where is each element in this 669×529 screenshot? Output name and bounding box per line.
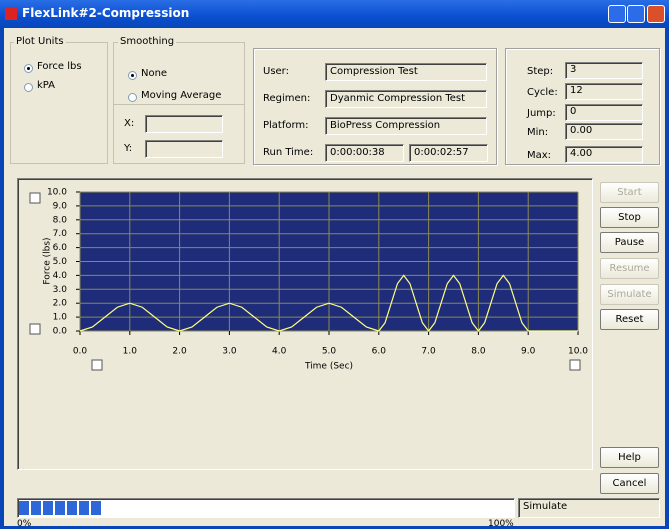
y-tick-label: 8.0 xyxy=(53,215,68,225)
app-icon xyxy=(5,7,17,20)
scroll-down-button[interactable] xyxy=(29,323,41,335)
progress-block xyxy=(31,501,41,515)
field-label: Platform: xyxy=(263,120,309,131)
x-axis-label: Time (Sec) xyxy=(304,362,353,372)
field-value: Compression Test xyxy=(325,63,487,81)
status-bar: Simulate xyxy=(518,498,660,518)
x-tick-label: 6.0 xyxy=(372,347,387,357)
field-label: Jump: xyxy=(527,108,556,119)
progress-start-label: 0% xyxy=(17,519,32,529)
y-tick-label: 7.0 xyxy=(53,229,68,239)
radio-button[interactable] xyxy=(24,64,33,73)
smoothing-group xyxy=(113,42,245,164)
window-title: FlexLink#2-Compression xyxy=(22,6,190,20)
x-tick-label: 3.0 xyxy=(222,347,237,357)
progress-block xyxy=(55,501,65,515)
progress-block xyxy=(43,501,53,515)
field-label: Max: xyxy=(527,150,552,161)
radio-button[interactable] xyxy=(128,93,137,102)
field-value: 3 xyxy=(565,62,643,79)
y-tick-label: 1.0 xyxy=(53,313,68,323)
button: Resume xyxy=(600,258,659,279)
button[interactable]: Help xyxy=(600,447,659,468)
data-line xyxy=(79,274,578,332)
x-tick-label: 10.0 xyxy=(568,347,588,357)
field-value: 12 xyxy=(565,83,643,100)
field-label: User: xyxy=(263,66,289,77)
button[interactable]: Cancel xyxy=(600,473,659,494)
field-value: 0:00:00:38 xyxy=(325,144,404,162)
field-label: Y: xyxy=(124,143,133,154)
x-tick-label: 8.0 xyxy=(471,347,486,357)
x-tick-label: 4.0 xyxy=(272,347,287,357)
field-label: Run Time: xyxy=(263,147,314,158)
field-value: 4.00 xyxy=(565,146,643,163)
y-tick-label: 0.0 xyxy=(53,327,68,337)
x-tick-label: 5.0 xyxy=(322,347,337,357)
radio-button[interactable] xyxy=(24,83,33,92)
field-label: X: xyxy=(124,118,135,129)
button: Simulate xyxy=(600,284,659,305)
group-label: Plot Units xyxy=(14,36,66,47)
status-panel xyxy=(505,48,660,165)
field-value: 0:00:02:57 xyxy=(409,144,488,162)
x-tick-label: 1.0 xyxy=(123,347,138,357)
field-label: Cycle: xyxy=(527,87,558,98)
window-border xyxy=(665,28,669,529)
field-label: Regimen: xyxy=(263,93,311,104)
text-field[interactable] xyxy=(145,140,223,158)
divider xyxy=(113,104,245,105)
y-tick-label: 9.0 xyxy=(53,201,68,211)
radio-button[interactable] xyxy=(128,71,137,80)
y-axis-label: Force (lbs) xyxy=(43,237,53,284)
y-tick-label: 5.0 xyxy=(53,257,68,267)
y-tick-label: 3.0 xyxy=(53,285,68,295)
field-value: Dyanmic Compression Test xyxy=(325,90,487,108)
minimize-button[interactable] xyxy=(608,5,626,23)
field-value: 0.00 xyxy=(565,123,643,140)
close-button[interactable] xyxy=(647,5,665,23)
info-panel xyxy=(253,48,497,165)
window-border xyxy=(0,28,4,529)
y-tick-label: 2.0 xyxy=(53,299,68,309)
maximize-button[interactable] xyxy=(627,5,645,23)
progress-bar xyxy=(17,498,515,518)
radio-label[interactable]: Moving Average xyxy=(141,90,222,101)
y-tick-label: 10.0 xyxy=(47,188,67,198)
progress-end-label: 100% xyxy=(488,519,514,529)
progress-block xyxy=(19,501,29,515)
scroll-right-button[interactable] xyxy=(569,359,581,371)
scroll-left-button[interactable] xyxy=(91,359,103,371)
text-field[interactable] xyxy=(145,115,223,133)
window-border xyxy=(0,526,669,529)
x-tick-label: 2.0 xyxy=(172,347,187,357)
x-tick-label: 0.0 xyxy=(73,347,88,357)
button[interactable]: Reset xyxy=(600,309,659,330)
x-tick-label: 9.0 xyxy=(521,347,536,357)
radio-label[interactable]: Force lbs xyxy=(37,61,82,72)
button: Start xyxy=(600,182,659,203)
field-value: BioPress Compression xyxy=(325,117,487,135)
progress-block xyxy=(67,501,77,515)
y-tick-label: 4.0 xyxy=(53,271,68,281)
y-tick-label: 6.0 xyxy=(53,243,68,253)
progress-block xyxy=(79,501,89,515)
scroll-up-button[interactable] xyxy=(29,192,41,204)
radio-label[interactable]: kPA xyxy=(37,80,56,91)
field-value: 0 xyxy=(565,104,643,121)
group-label: Smoothing xyxy=(118,36,177,47)
field-label: Step: xyxy=(527,66,554,77)
button[interactable]: Pause xyxy=(600,232,659,253)
field-label: Min: xyxy=(527,127,549,138)
button[interactable]: Stop xyxy=(600,207,659,228)
title-bar: FlexLink#2-Compression xyxy=(0,0,669,28)
radio-label[interactable]: None xyxy=(141,68,168,79)
chart-layer: 0.0 1.0 2.0 3.0 4.0 5.0 6.0 7.0 8.0 9.0 10.0 0.0 1.0… xyxy=(47,188,588,357)
progress-block xyxy=(91,501,101,515)
x-tick-label: 7.0 xyxy=(421,347,436,357)
